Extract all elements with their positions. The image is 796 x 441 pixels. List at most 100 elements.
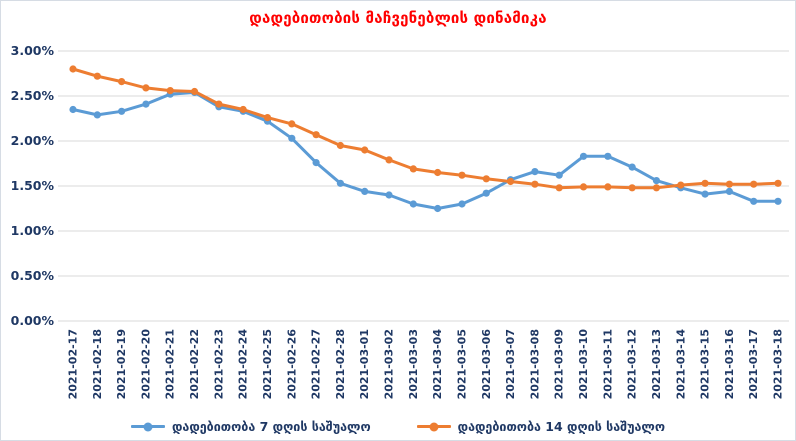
data-point-marker xyxy=(652,177,661,185)
data-point-marker xyxy=(409,200,417,208)
data-point-marker xyxy=(628,184,636,192)
x-axis-label: 2021-03-07 xyxy=(504,329,517,399)
x-axis-label: 2021-03-11 xyxy=(601,329,614,399)
x-axis-label: 2021-03-15 xyxy=(699,329,712,399)
data-point-marker xyxy=(336,179,345,187)
x-axis-label: 2021-02-18 xyxy=(91,329,104,399)
data-point-marker xyxy=(288,134,296,142)
data-point-marker xyxy=(166,87,174,95)
x-axis-label: 2021-02-22 xyxy=(188,329,201,399)
data-point-marker xyxy=(604,152,612,160)
data-point-marker xyxy=(385,156,393,164)
data-point-marker xyxy=(434,204,442,213)
chart-title: დადებითობის მაჩვენებლის დინამიკა xyxy=(249,9,547,27)
data-point-marker xyxy=(69,65,77,73)
data-point-marker xyxy=(409,165,417,173)
data-point-marker xyxy=(239,105,247,114)
data-point-marker xyxy=(725,187,733,195)
data-point-marker xyxy=(263,114,272,122)
y-axis-label: 0.50% xyxy=(11,268,55,283)
data-point-marker xyxy=(750,180,758,188)
data-point-marker xyxy=(215,100,223,108)
data-point-marker xyxy=(336,141,345,150)
data-point-marker xyxy=(531,168,539,176)
data-point-marker xyxy=(555,184,563,192)
x-axis-label: 2021-03-02 xyxy=(383,329,396,399)
x-axis-label: 2021-03-16 xyxy=(723,329,736,400)
data-point-marker xyxy=(725,180,733,188)
data-point-marker xyxy=(628,163,636,171)
x-axis-label: 2021-02-23 xyxy=(212,329,225,399)
data-point-marker xyxy=(750,197,758,205)
data-point-marker xyxy=(142,100,150,108)
x-axis-label: 2021-03-10 xyxy=(577,329,590,400)
data-point-marker xyxy=(361,187,369,195)
data-point-marker xyxy=(288,120,296,128)
x-axis-label: 2021-03-13 xyxy=(650,329,663,399)
line-marker-swatch-icon xyxy=(416,422,451,431)
legend-label-14day-average: დადებითობა 14 დღის საშუალო xyxy=(457,419,666,434)
data-point-marker xyxy=(579,183,588,191)
x-axis-label: 2021-03-17 xyxy=(747,329,760,399)
data-point-marker xyxy=(142,84,150,92)
x-axis-label: 2021-03-04 xyxy=(431,329,444,400)
y-axis-label: 1.50% xyxy=(11,178,55,193)
y-axis-label: 2.50% xyxy=(11,88,55,103)
x-axis-label: 2021-02-20 xyxy=(139,329,152,400)
data-point-marker xyxy=(604,183,612,191)
data-point-marker xyxy=(93,111,101,119)
data-point-marker xyxy=(118,107,126,115)
x-axis-label: 2021-02-28 xyxy=(334,329,347,399)
y-axis-label: 3.00% xyxy=(11,43,55,58)
y-axis-label: 0.00% xyxy=(11,313,55,328)
data-point-marker xyxy=(361,146,369,154)
data-point-marker xyxy=(118,78,126,86)
x-axis-label: 2021-02-21 xyxy=(164,329,177,399)
data-point-marker xyxy=(774,197,782,205)
x-axis-label: 2021-03-08 xyxy=(528,329,541,399)
legend-item-14day-average: დადებითობა 14 დღის საშუალო xyxy=(416,419,666,434)
x-axis-label: 2021-03-05 xyxy=(455,329,468,399)
x-axis-label: 2021-03-01 xyxy=(358,329,371,399)
legend: დადებითობა 7 დღის საშუალო დადებითობა 14 … xyxy=(1,419,795,434)
x-axis-label: 2021-03-09 xyxy=(553,329,566,399)
data-point-marker xyxy=(69,105,77,114)
x-axis-label: 2021-03-18 xyxy=(772,329,785,399)
data-point-marker xyxy=(677,181,685,189)
data-point-marker xyxy=(579,152,588,160)
data-point-marker xyxy=(774,179,782,187)
data-point-marker xyxy=(458,200,466,208)
data-point-marker xyxy=(312,131,320,139)
data-point-marker xyxy=(482,175,490,183)
data-point-marker xyxy=(385,191,393,199)
data-point-marker xyxy=(652,184,661,192)
x-axis-label: 2021-02-26 xyxy=(285,329,298,400)
data-point-marker xyxy=(482,189,490,197)
data-point-marker xyxy=(458,171,466,179)
data-point-marker xyxy=(701,179,709,187)
data-point-marker xyxy=(312,159,320,167)
data-point-marker xyxy=(555,171,563,179)
line-marker-swatch-icon xyxy=(130,422,165,431)
x-axis-label: 2021-02-19 xyxy=(115,329,128,399)
legend-item-7day-average: დადებითობა 7 დღის საშუალო xyxy=(130,419,371,434)
x-axis-label: 2021-02-17 xyxy=(67,329,80,399)
data-point-marker xyxy=(701,190,709,198)
data-point-marker xyxy=(531,180,539,188)
data-point-marker xyxy=(93,72,101,80)
y-axis-label: 1.00% xyxy=(11,223,55,238)
x-axis-label: 2021-03-06 xyxy=(480,329,493,400)
x-axis-label: 2021-02-27 xyxy=(310,329,323,399)
y-axis-label: 2.00% xyxy=(11,133,55,148)
data-point-marker xyxy=(506,177,515,186)
data-point-marker xyxy=(190,87,199,96)
series-line-7day-average xyxy=(71,90,780,210)
x-axis-label: 2021-03-14 xyxy=(674,329,687,400)
x-axis-label: 2021-02-24 xyxy=(237,329,250,400)
x-axis-label: 2021-02-25 xyxy=(261,329,274,399)
x-axis-label: 2021-03-03 xyxy=(407,329,420,399)
x-axis-label: 2021-03-12 xyxy=(626,329,639,399)
legend-label-7day-average: დადებითობა 7 დღის საშუალო xyxy=(171,419,371,434)
